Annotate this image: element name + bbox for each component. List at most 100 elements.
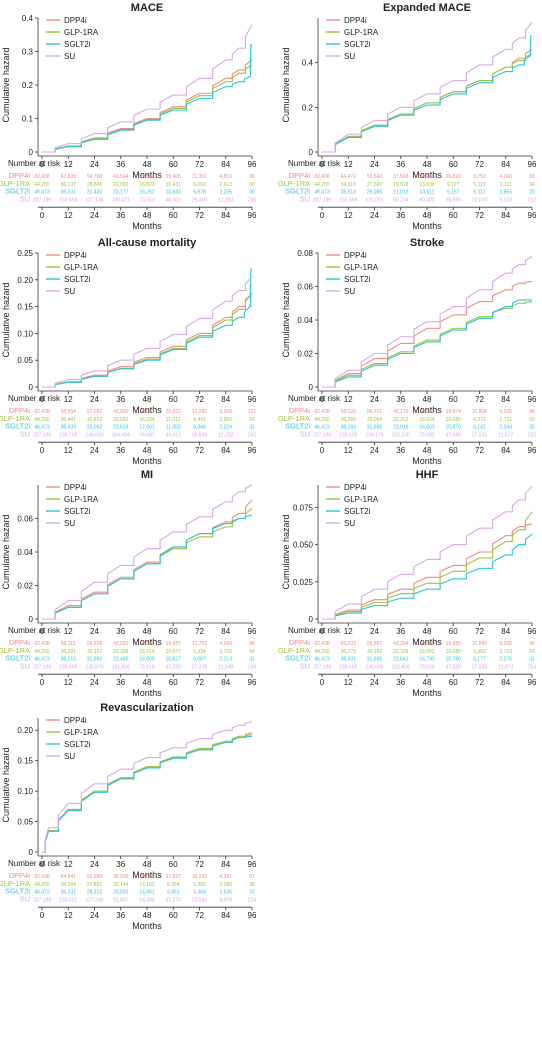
risk-cell: 26,899 <box>139 874 155 880</box>
risk-cell: 104,464 <box>112 432 130 438</box>
risk-cell: 207,199 <box>33 897 51 903</box>
risk-cell: 2,329 <box>219 425 232 431</box>
legend-label: DPP4i <box>64 483 87 492</box>
chart-panel-0: MACE Cumulative hazard 0 0.1 0.2 0.3 0.4 0 12 24 3… <box>0 2 257 231</box>
risk-tick-label: 60 <box>169 446 178 455</box>
risk-cell: 68,126 <box>341 409 357 415</box>
risk-cell: 11,012 <box>166 417 181 423</box>
series-line-sglt2i <box>42 268 252 388</box>
x-tick-label: 84 <box>221 395 230 404</box>
risk-cell: 207,199 <box>313 432 331 438</box>
risk-tick-label: 60 <box>449 211 458 220</box>
x-tick-label: 72 <box>475 160 484 169</box>
risk-cell: 11,050 <box>166 425 181 431</box>
risk-cell: 2,850 <box>219 417 232 423</box>
risk-cell: 5,268 <box>219 409 232 415</box>
risk-tick-label: 36 <box>116 211 125 220</box>
x-tick-label: 96 <box>528 395 537 404</box>
risk-x-axis-label: Months <box>412 221 442 231</box>
risk-cell: 249 <box>248 664 257 670</box>
x-tick-label: 48 <box>423 627 432 636</box>
risk-cell: 207,199 <box>33 664 51 670</box>
risk-cell: 88 <box>249 641 255 647</box>
risk-cell: 207,199 <box>33 432 51 438</box>
risk-cell: 159,701 <box>59 897 77 903</box>
x-tick-label: 0 <box>40 395 45 404</box>
risk-cell: 11,677 <box>498 432 513 438</box>
series-line-su <box>322 486 533 620</box>
risk-cell: 207,199 <box>313 664 331 670</box>
risk-tick-label: 96 <box>248 446 257 455</box>
risk-cell: 34 <box>529 182 535 188</box>
risk-cell: 23,641 <box>393 657 409 663</box>
risk-cell: 69,233 <box>341 641 357 647</box>
risk-cell: 46,473 <box>34 657 50 663</box>
risk-cell: 44,255 <box>34 882 50 888</box>
x-tick-label: 72 <box>475 395 484 404</box>
series-line-su <box>42 24 253 153</box>
risk-cell: 4,291 <box>219 874 232 880</box>
risk-cell: 4,999 <box>219 641 232 647</box>
risk-cell: 44,255 <box>314 649 330 655</box>
risk-cell: 30,981 <box>139 409 155 415</box>
x-tick-label: 84 <box>501 627 510 636</box>
x-axis-label: Months <box>412 637 442 647</box>
risk-tick-label: 60 <box>169 678 178 687</box>
risk-row-name: SGLT2i <box>5 187 30 196</box>
risk-x-axis-label: Months <box>412 688 442 698</box>
risk-row-name: GLP-1RA <box>0 414 30 423</box>
risk-tick-label: 84 <box>221 678 230 687</box>
risk-cell: 38,193 <box>341 425 357 431</box>
risk-table-title: Number at risk <box>288 626 341 635</box>
x-tick-label: 72 <box>195 860 204 869</box>
risk-cell: 224 <box>248 897 257 903</box>
x-tick-label: 12 <box>64 860 73 869</box>
risk-x-axis-label: Months <box>132 688 162 698</box>
risk-cell: 41,544 <box>113 174 129 180</box>
y-tick-label: 0.050 <box>293 541 314 550</box>
y-tick-label: 0.05 <box>17 818 33 827</box>
risk-row-name: SGLT2i <box>5 887 30 896</box>
risk-cell: 37,568 <box>393 174 409 180</box>
risk-cell: 31,695 <box>367 657 383 663</box>
risk-cell: 36,266 <box>341 417 357 423</box>
chart-title: Stroke <box>410 237 444 249</box>
y-axis-label: Cumulative hazard <box>281 47 291 122</box>
y-tick-label: 0.025 <box>293 578 314 587</box>
risk-cell: 101 <box>248 409 257 415</box>
risk-tick-label: 0 <box>40 211 45 220</box>
risk-tick-label: 96 <box>248 678 257 687</box>
risk-cell: 102,150 <box>392 432 410 438</box>
risk-cell: 28,641 <box>87 182 103 188</box>
x-tick-label: 72 <box>195 160 204 169</box>
risk-cell: 169,768 <box>59 432 77 438</box>
risk-cell: 5,113 <box>473 182 485 188</box>
x-tick-label: 0 <box>320 395 325 404</box>
risk-tick-label: 0 <box>320 678 325 687</box>
risk-cell: 31,693 <box>87 657 103 663</box>
chart-panel-6: Revascularization Cumulative hazard 0 0.05 0… <box>0 702 257 931</box>
risk-tick-label: 96 <box>248 911 257 920</box>
risk-cell: 207,199 <box>33 197 51 203</box>
risk-cell: 212 <box>528 197 537 203</box>
y-tick-label: 0.2 <box>22 81 34 90</box>
y-axis-label: Cumulative hazard <box>1 747 11 822</box>
chart-panel-1: Expanded MACE Cumulative hazard 0 0.2 0.4 0 12… <box>278 2 537 231</box>
risk-cell: 30,113 <box>140 641 155 647</box>
risk-cell: 55,807 <box>367 641 383 647</box>
risk-tick-label: 48 <box>143 911 152 920</box>
x-tick-label: 0 <box>320 627 325 636</box>
risk-tick-label: 48 <box>143 446 152 455</box>
x-tick-label: 72 <box>475 627 484 636</box>
risk-tick-label: 96 <box>528 211 537 220</box>
x-tick-label: 48 <box>143 627 152 636</box>
risk-cell: 10,431 <box>166 182 182 188</box>
risk-cell: 82,438 <box>314 409 330 415</box>
risk-cell: 22,065 <box>113 182 129 188</box>
y-tick-label: 0 <box>29 148 34 157</box>
x-tick-label: 12 <box>344 395 353 404</box>
risk-cell: 46,473 <box>314 425 330 431</box>
risk-cell: 46,473 <box>34 890 50 896</box>
risk-cell: 5,035 <box>499 409 512 415</box>
